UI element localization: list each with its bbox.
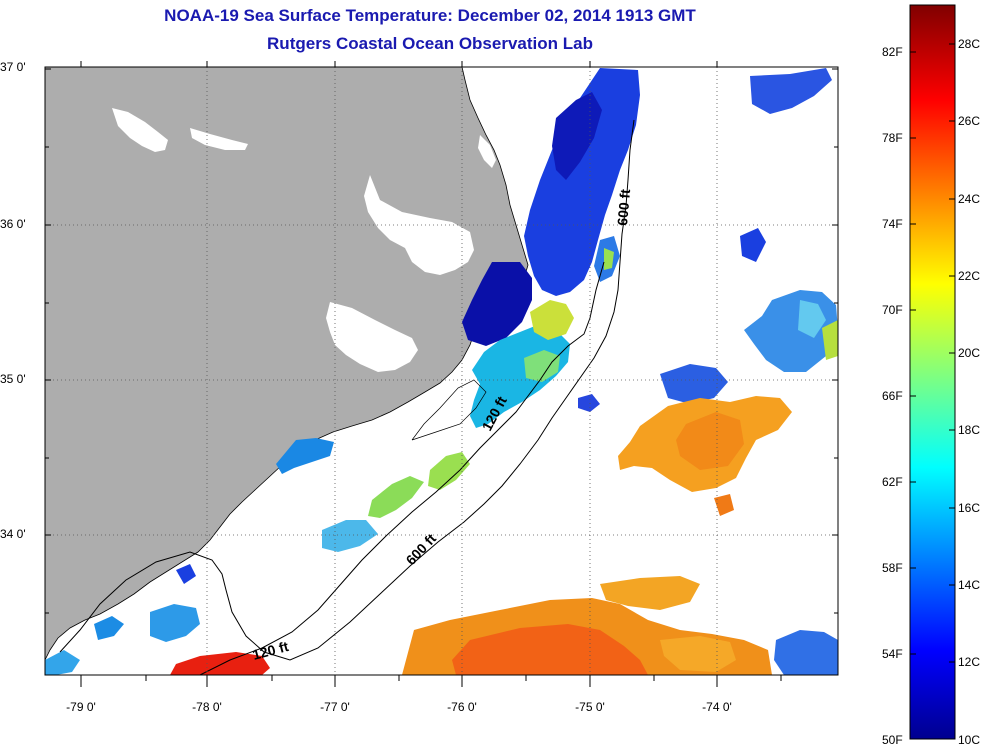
colorbar-c-label: 18C [958,423,981,437]
longitude-label: -78 0' [192,700,222,714]
colorbar-f-label: 54F [882,647,903,661]
longitude-label: -79 0' [66,700,96,714]
inland-water [326,302,418,372]
colorbar-c-label: 20C [958,346,981,360]
inland-water [364,175,474,275]
latitude-label: 36 0' [0,217,26,231]
map-subtitle: Rutgers Coastal Ocean Observation Lab [267,34,593,53]
colorbar [909,4,956,740]
inland-water [478,135,496,168]
colorbar-f-label: 70F [882,303,903,317]
longitude-label: -74 0' [702,700,732,714]
colorbar-f-label: 62F [882,475,903,489]
map-frame [44,66,839,676]
map-title: NOAA-19 Sea Surface Temperature: Decembe… [164,6,696,25]
longitude-label: -76 0' [447,700,477,714]
colorbar-c-label: 28C [958,37,981,51]
colorbar-f-label: 50F [882,733,903,747]
latitude-label: 35 0' [0,372,26,386]
longitude-label: -77 0' [320,700,350,714]
colorbar-ticks [910,43,955,663]
colorbar-f-label: 66F [882,389,903,403]
colorbar-c-label: 22C [958,269,981,283]
map-grid [45,67,838,675]
contour-120ft [199,261,605,675]
colorbar-c-label: 10C [958,733,981,747]
colorbar-c-label: 16C [958,501,981,515]
colorbar-f-label: 82F [882,45,903,59]
contour-label-600-north: 600 ft [614,188,633,226]
axis-ticks [45,61,838,687]
longitude-label: -75 0' [575,700,605,714]
colorbar-c-label: 24C [958,192,981,206]
latitude-label: 34 0' [0,527,26,541]
contour-shelf [411,379,487,441]
colorbar-c-label: 26C [958,114,981,128]
colorbar-f-label: 74F [882,217,903,231]
sst-data [45,68,838,675]
inland-water [112,108,168,152]
latitude-label: 37 0' [0,60,26,74]
colorbar-f-label: 78F [882,131,903,145]
contour-600ft [59,119,635,661]
colorbar-c-label: 12C [958,655,981,669]
inland-water [190,128,248,150]
colorbar-c-label: 14C [958,578,981,592]
colorbar-f-label: 58F [882,561,903,575]
